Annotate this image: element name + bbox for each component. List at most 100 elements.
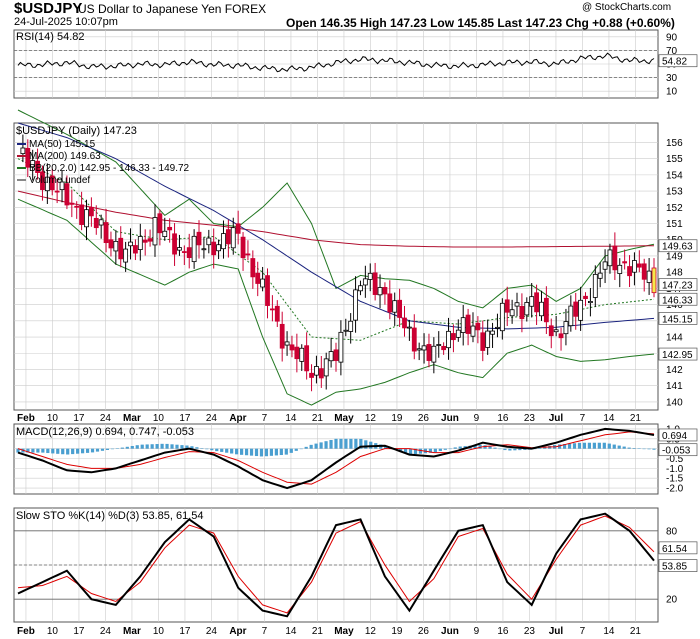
legend-entry: Volume undef bbox=[29, 175, 90, 186]
rsi-tick-label: 70 bbox=[666, 46, 678, 57]
candle-body bbox=[289, 344, 295, 351]
candle-body bbox=[147, 238, 153, 242]
candle-body bbox=[436, 344, 442, 346]
candle-body bbox=[98, 219, 104, 226]
candle-body bbox=[230, 227, 236, 249]
date-tick-label-bottom: 19 bbox=[391, 626, 403, 637]
date-tick-label: 19 bbox=[391, 413, 403, 424]
candle-body bbox=[573, 301, 579, 317]
copyright: @ StockCharts.com bbox=[582, 2, 672, 13]
macd-histogram-bar bbox=[31, 448, 35, 453]
candle-body bbox=[133, 245, 138, 254]
date-tick-label-bottom: 12 bbox=[365, 626, 377, 637]
macd-histogram-bar bbox=[577, 442, 582, 449]
candle-body bbox=[35, 160, 40, 174]
candle-body bbox=[612, 245, 618, 271]
candle-body bbox=[152, 217, 158, 246]
rsi-last-value: 54.82 bbox=[662, 57, 687, 68]
date-tick-label: Mar bbox=[123, 413, 141, 424]
candle-body bbox=[382, 287, 388, 295]
macd-histogram-bar bbox=[26, 448, 30, 453]
price-last-label-box bbox=[658, 239, 698, 253]
macd-histogram-bar bbox=[647, 448, 651, 450]
macd-histogram-bar bbox=[190, 446, 194, 449]
macd-histogram-bar bbox=[408, 448, 413, 455]
candle-body bbox=[617, 264, 623, 274]
candle-body bbox=[377, 287, 383, 296]
date-tick-label: 10 bbox=[153, 413, 165, 424]
candle-body bbox=[524, 302, 530, 316]
price-tick-label: 146 bbox=[666, 300, 683, 311]
macd-histogram-bar bbox=[518, 448, 522, 451]
price-tick-label: 156 bbox=[666, 138, 683, 149]
candle-body bbox=[402, 317, 407, 329]
macd-histogram-bar bbox=[632, 448, 636, 449]
date-tick-label: 24 bbox=[206, 413, 218, 424]
date-tick-label: 12 bbox=[365, 413, 377, 424]
macd-histogram-bar bbox=[100, 448, 105, 451]
candle-body bbox=[269, 308, 275, 311]
candle-body bbox=[245, 253, 251, 256]
macd-histogram-bar bbox=[359, 438, 363, 449]
macd-histogram-bar bbox=[493, 447, 497, 449]
price-tick-label: 141 bbox=[666, 381, 683, 392]
macd-histogram-bar bbox=[329, 439, 333, 449]
date-tick-label-bottom: Feb bbox=[17, 626, 35, 637]
date-tick-label: 14 bbox=[603, 413, 615, 424]
candle-body bbox=[333, 349, 339, 361]
candle-body bbox=[543, 297, 549, 323]
ma50-line bbox=[17, 122, 655, 330]
candle-body bbox=[431, 345, 437, 363]
ma200-line bbox=[17, 190, 655, 248]
macd-histogram-bar bbox=[140, 444, 144, 449]
sto-d-last-value: 61.54 bbox=[662, 544, 687, 555]
date-tick-label: 14 bbox=[285, 413, 297, 424]
rsi-line bbox=[17, 52, 655, 73]
candle-body bbox=[108, 239, 114, 249]
macd-last-value-box bbox=[658, 428, 698, 442]
candle-body bbox=[260, 278, 266, 288]
macd-signal-line bbox=[17, 431, 655, 485]
macd-histogram-bar bbox=[508, 448, 512, 451]
macd-panel-frame bbox=[13, 423, 659, 495]
date-tick-label-bottom: 10 bbox=[47, 626, 59, 637]
candle-body bbox=[641, 263, 647, 280]
sto-k-line bbox=[17, 512, 655, 618]
rsi-last-value-box bbox=[658, 54, 698, 68]
sto-title: Slow STO %K(14) %D(3) 53.85, 61.54 bbox=[16, 510, 204, 522]
candle-body bbox=[622, 261, 628, 264]
macd-histogram-bar bbox=[110, 448, 115, 450]
candle-body bbox=[84, 209, 89, 228]
candle-body bbox=[387, 293, 393, 313]
macd-histogram-bar bbox=[294, 448, 298, 451]
macd-histogram-bar bbox=[36, 448, 40, 453]
macd-histogram-bar bbox=[289, 448, 293, 453]
date-tick-label: Jul bbox=[549, 413, 564, 424]
candle-body bbox=[30, 160, 36, 168]
macd-histogram-bar bbox=[66, 448, 70, 455]
candle-body bbox=[455, 329, 461, 338]
date-tick-label-bottom: May bbox=[334, 626, 354, 637]
macd-histogram-bar bbox=[473, 445, 477, 449]
candle-body bbox=[504, 299, 510, 313]
macd-histogram-bar bbox=[448, 448, 452, 450]
macd-histogram-bar bbox=[180, 445, 184, 449]
macd-histogram-bar bbox=[279, 448, 283, 456]
macd-histogram-bar bbox=[453, 447, 457, 449]
price-tick-label: 153 bbox=[666, 187, 683, 198]
date-tick-label: 26 bbox=[418, 413, 430, 424]
candle-body bbox=[196, 231, 202, 246]
candle-body bbox=[553, 329, 559, 333]
candle-body bbox=[534, 292, 539, 313]
macd-histogram-bar bbox=[16, 448, 20, 453]
macd-histogram-bar bbox=[259, 448, 264, 457]
macd-histogram-bar bbox=[364, 440, 368, 449]
macd-histogram-bar bbox=[175, 444, 179, 449]
macd-histogram-bar bbox=[220, 448, 224, 452]
macd-histogram-bar bbox=[284, 448, 288, 455]
candle-body bbox=[211, 241, 217, 256]
date-tick-label: 9 bbox=[474, 413, 480, 424]
macd-histogram-bar bbox=[582, 442, 587, 449]
price-last-label-box bbox=[658, 292, 698, 306]
candle-body bbox=[59, 181, 65, 191]
